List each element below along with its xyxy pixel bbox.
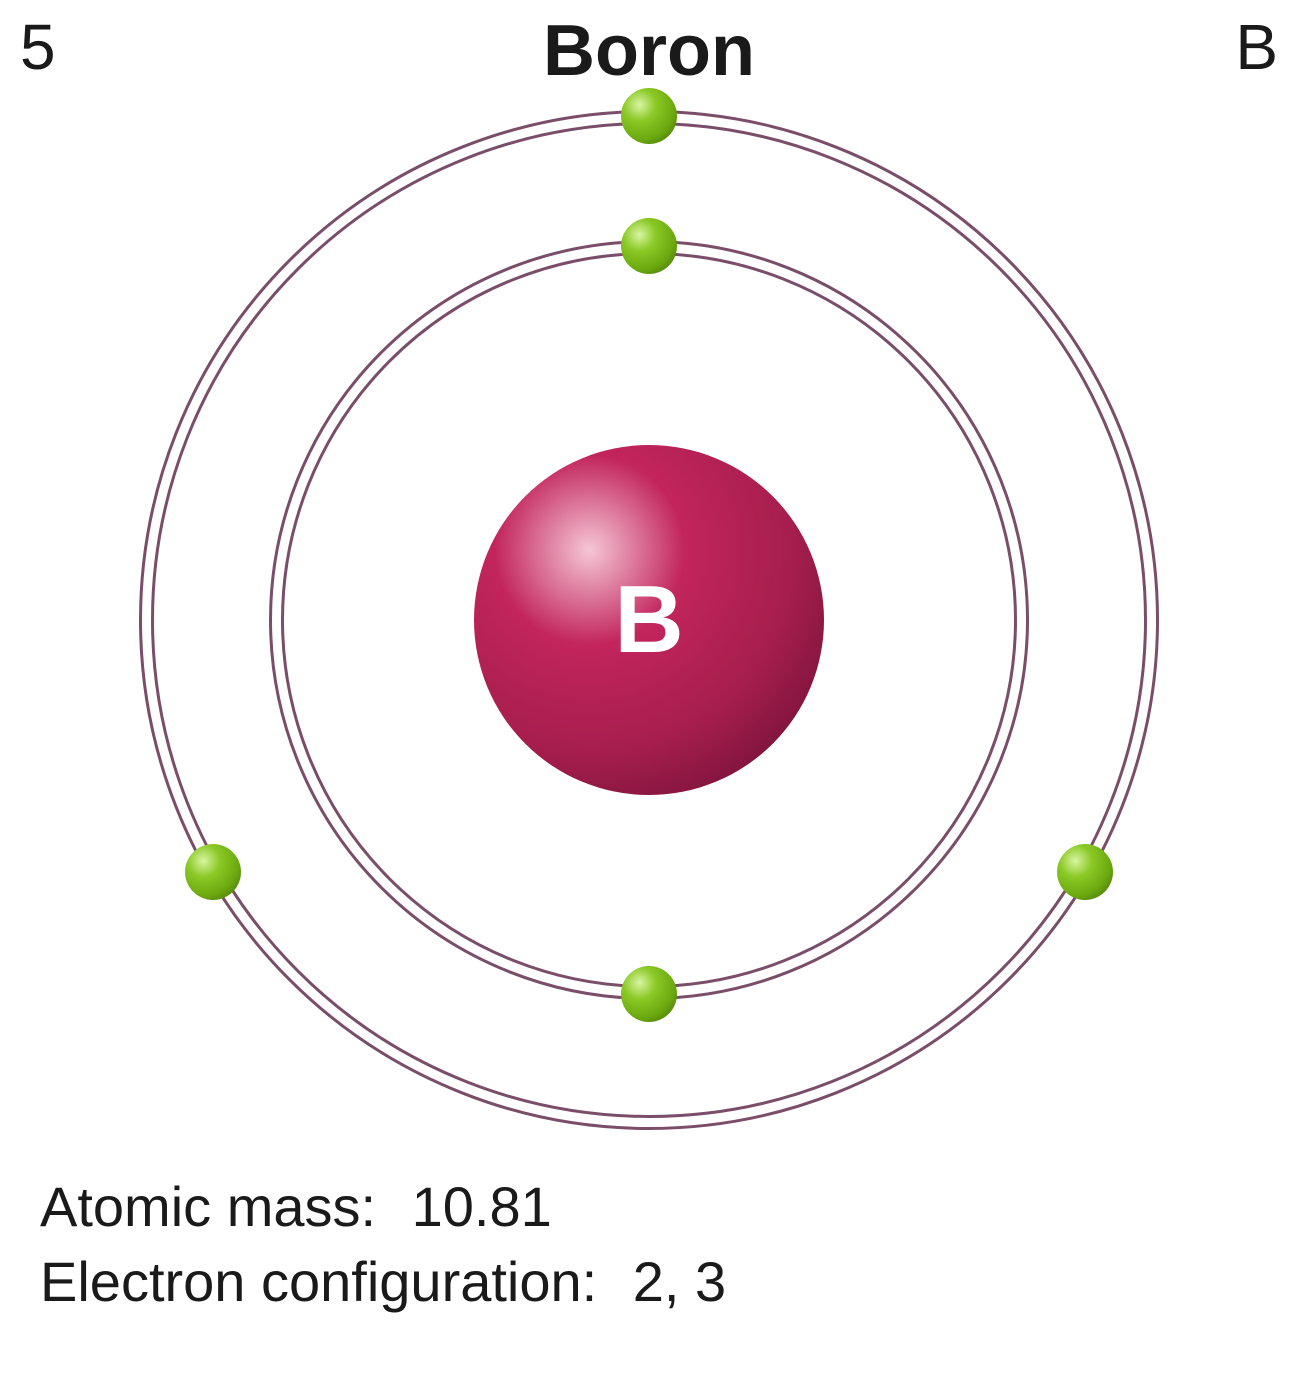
electron-config-label: Electron configuration: — [40, 1250, 597, 1313]
atomic-number: 5 — [20, 10, 56, 84]
atomic-mass-row: Atomic mass: 10.81 — [40, 1169, 726, 1245]
electron-3 — [621, 88, 677, 144]
info-block: Atomic mass: 10.81 Electron configuratio… — [40, 1169, 726, 1320]
element-symbol-corner: B — [1235, 10, 1278, 84]
electron-config-row: Electron configuration: 2, 3 — [40, 1244, 726, 1320]
atomic-mass-value: 10.81 — [412, 1175, 552, 1238]
nucleus-label: B — [614, 565, 683, 675]
electron-config-value: 2, 3 — [633, 1250, 726, 1313]
atom-diagram: B — [99, 70, 1199, 1170]
electron-2 — [621, 966, 677, 1022]
electron-4 — [185, 844, 241, 900]
electron-5 — [1057, 844, 1113, 900]
nucleus: B — [474, 445, 824, 795]
electron-1 — [621, 218, 677, 274]
atomic-mass-label: Atomic mass: — [40, 1175, 376, 1238]
